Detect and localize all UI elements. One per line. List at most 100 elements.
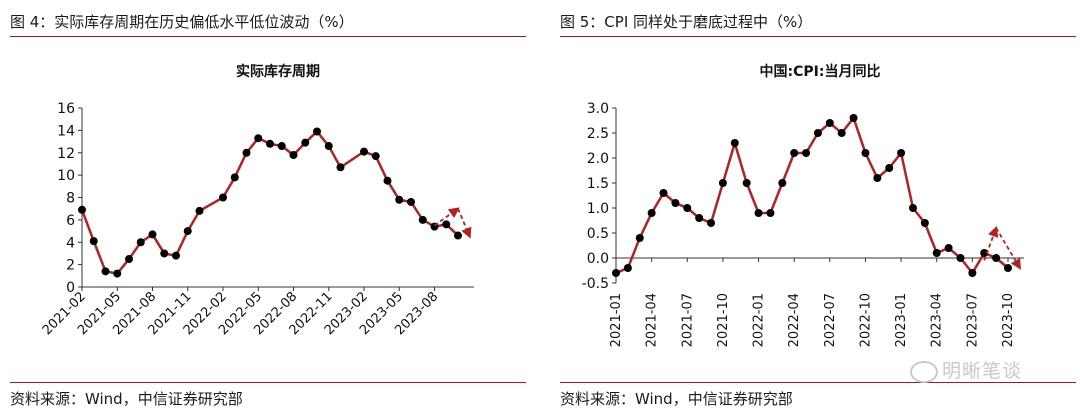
- y-tick-label: 12: [57, 146, 75, 162]
- data-point: [612, 269, 620, 277]
- x-tick-label: 2021-07: [680, 293, 695, 347]
- y-tick-label: 1.0: [587, 201, 609, 217]
- data-point: [695, 214, 704, 222]
- x-tick-label: 2023-01: [894, 293, 909, 347]
- data-point: [266, 139, 274, 148]
- data-point: [136, 238, 145, 247]
- data-point: [813, 129, 822, 137]
- data-point: [908, 204, 917, 212]
- x-tick-label: 2022-01: [752, 293, 767, 347]
- data-point: [754, 209, 763, 217]
- data-point: [383, 176, 392, 185]
- data-point: [454, 231, 462, 240]
- series-line: [615, 115, 1009, 276]
- figure-source: 资料来源：Wind，中信证券研究部: [560, 390, 793, 408]
- data-point: [313, 127, 321, 136]
- data-point: [254, 134, 263, 143]
- y-tick-label: 3.0: [587, 101, 609, 117]
- x-tick-label: 2021-04: [645, 293, 660, 347]
- y-tick-label: 16: [57, 101, 75, 117]
- data-point: [980, 249, 989, 257]
- x-tick-label: 2021-10: [716, 293, 731, 347]
- data-point: [659, 189, 668, 197]
- y-tick-label: 2.0: [587, 151, 609, 167]
- data-point: [289, 150, 298, 159]
- data-point: [219, 193, 227, 202]
- x-tick-label: 2022-10: [858, 293, 873, 347]
- data-point: [861, 149, 870, 157]
- data-point: [802, 149, 811, 157]
- data-point: [992, 254, 1001, 262]
- data-point: [301, 138, 310, 147]
- inventory-cycle-chart: 实际库存周期02468101214162021-022021-052021-08…: [40, 63, 474, 338]
- cpi-chart: 中国:CPI:当月同比 -0.5 0.0 0.5 1.0 1.5 2.0 2.5 3.0 2021…: [582, 63, 1024, 347]
- data-point: [790, 149, 799, 157]
- source-divider: [560, 382, 1076, 383]
- y-tick-label: 2.5: [587, 126, 609, 142]
- data-point: [837, 129, 846, 137]
- data-point: [825, 119, 834, 127]
- data-point: [956, 254, 965, 262]
- data-point: [360, 147, 368, 156]
- watermark-text: 明晰笔谈: [942, 360, 1023, 382]
- data-point: [125, 255, 133, 264]
- data-point: [849, 114, 858, 122]
- x-tick-label: 2023-07: [965, 293, 980, 347]
- data-point: [324, 142, 333, 151]
- x-tick-label: 2023-04: [930, 293, 945, 347]
- data-point: [89, 237, 98, 246]
- chart-title: 实际库存周期: [236, 63, 320, 80]
- data-point: [718, 179, 727, 187]
- data-point: [336, 163, 345, 172]
- data-point: [1004, 264, 1012, 272]
- projection-arrow: [433, 207, 460, 227]
- x-tick-label: 2022-07: [823, 293, 838, 347]
- data-point: [113, 269, 122, 278]
- caption-divider: [560, 36, 1076, 37]
- y-tick-label: 14: [57, 123, 75, 139]
- data-point: [683, 204, 692, 212]
- data-point: [897, 149, 906, 157]
- data-point: [885, 164, 894, 172]
- data-point: [635, 234, 644, 242]
- figure-cpi: 图 5：CPI 同样处于磨底过程中（%） 中国:CPI:当月同比 -0.5 0.0 0…: [560, 0, 1080, 420]
- data-point: [623, 264, 632, 272]
- y-tick-label: 10: [57, 168, 75, 184]
- data-point: [407, 197, 415, 206]
- y-tick-label: 2: [66, 258, 75, 274]
- data-point: [101, 267, 110, 276]
- y-tick-label: 1.5: [587, 176, 609, 192]
- data-point: [944, 244, 953, 252]
- y-tick-label: 6: [66, 213, 75, 229]
- data-point: [778, 179, 787, 187]
- figure-source: 资料来源：Wind，中信证券研究部: [10, 390, 243, 408]
- data-point: [242, 148, 251, 157]
- data-point: [148, 230, 157, 239]
- caption-divider: [10, 36, 526, 37]
- x-tick-label: 2021-01: [609, 293, 624, 347]
- data-point: [671, 199, 680, 207]
- data-point: [195, 206, 204, 215]
- projection-arrow: [457, 208, 472, 239]
- y-tick-label: -0.5: [582, 276, 609, 292]
- data-point: [742, 179, 751, 187]
- data-point: [371, 152, 380, 161]
- x-tick-label: 2022-04: [787, 293, 802, 347]
- data-point: [766, 209, 775, 217]
- data-point: [277, 142, 286, 151]
- y-tick-label: 0.5: [587, 226, 609, 242]
- wechat-icon: [910, 360, 938, 383]
- y-tick-label: 8: [66, 191, 75, 207]
- data-point: [172, 251, 180, 260]
- projection-arrow: [983, 225, 999, 261]
- source-divider: [10, 382, 526, 383]
- y-tick-label: 0.0: [587, 251, 609, 267]
- chart-title: 中国:CPI:当月同比: [760, 63, 881, 80]
- figure-caption: 图 5：CPI 同样处于磨底过程中（%）: [560, 13, 813, 31]
- figure-caption: 图 4：实际库存周期在历史偏低水平低位波动（%）: [10, 13, 354, 31]
- data-point: [183, 227, 192, 236]
- projection-arrow: [995, 227, 1021, 270]
- data-point: [932, 249, 941, 257]
- data-point: [647, 209, 656, 217]
- watermark: 明晰笔谈: [910, 356, 1022, 383]
